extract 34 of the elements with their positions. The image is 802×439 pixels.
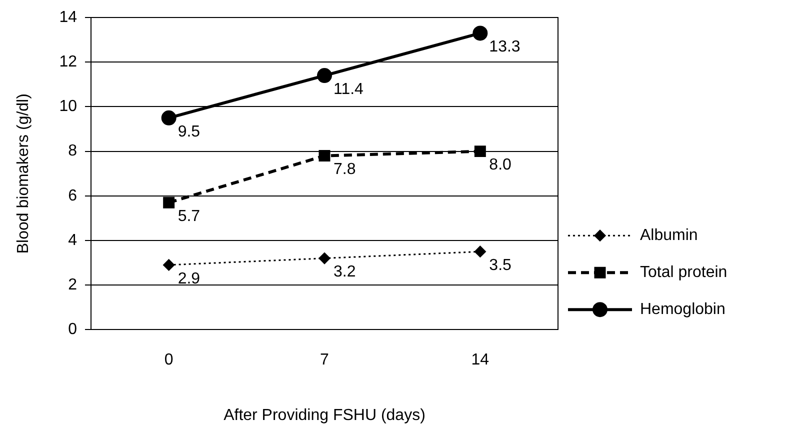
data-label: 9.5 [178,123,200,140]
x-tick-label: 0 [164,352,174,369]
y-tick-label: 4 [68,232,78,249]
x-tick-label: 7 [320,352,330,369]
legend-label: Hemoglobin [640,301,726,318]
y-tick-label: 6 [68,187,78,204]
y-tick-label: 14 [59,9,78,26]
point [163,196,175,208]
data-label: 3.5 [489,257,512,274]
data-label: 7.8 [334,161,356,178]
point [474,146,486,158]
point [317,68,332,84]
data-label: 8.0 [489,156,512,174]
data-label: 3.2 [334,264,356,281]
data-label: 11.4 [334,80,364,98]
y-tick-label: 2 [68,276,78,294]
y-tick-label: 0 [68,321,78,338]
legend-label: Total protein [640,264,728,282]
y-tick-label: 12 [59,54,78,71]
legend-label: Albumin [640,227,698,244]
point [318,150,330,162]
point [474,246,486,258]
y-tick-label: 10 [59,98,78,116]
data-label: 2.9 [178,270,200,288]
point [163,259,175,271]
point [318,252,330,264]
point [472,26,488,41]
x-tick-label: 14 [471,352,490,369]
data-label: 5.7 [178,208,200,225]
y-tick-label: 8 [68,142,78,160]
point [161,110,176,126]
data-label: 13.3 [489,38,520,56]
x-axis-title: After Providing FSHU (days) [224,406,426,424]
y-axis-title: Blood biomakers (g/dl) [15,94,32,254]
